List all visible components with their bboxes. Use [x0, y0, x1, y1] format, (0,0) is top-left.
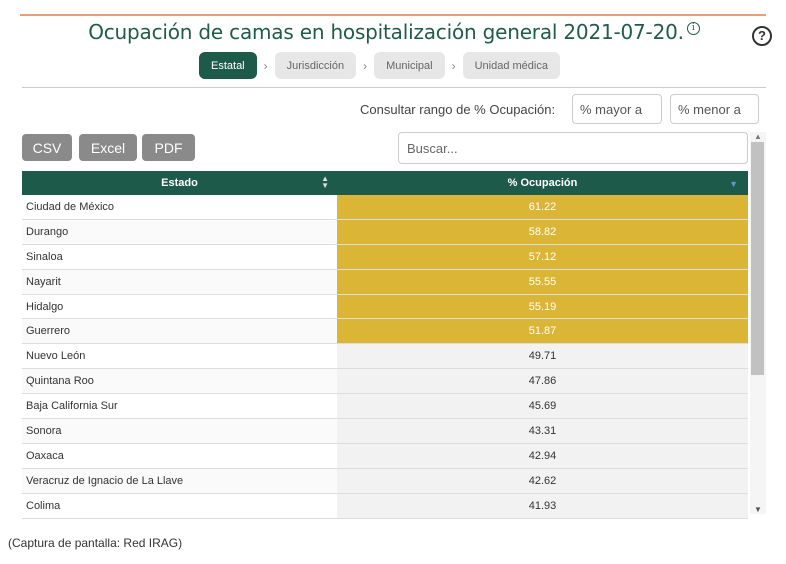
csv-button[interactable]: CSV: [22, 134, 72, 161]
cell-ocupacion: 51.87: [337, 319, 748, 344]
cell-estado: Colima: [22, 493, 337, 518]
chevron-right-icon: ›: [263, 58, 268, 73]
cell-ocupacion: 45.69: [337, 394, 748, 419]
page-title: Ocupación de camas en hospitalización ge…: [88, 20, 684, 44]
scrollbar-thumb[interactable]: [751, 142, 764, 375]
table-row: Ciudad de México 61.22: [22, 195, 748, 220]
cell-ocupacion: 42.62: [337, 468, 748, 493]
cell-estado: Baja California Sur: [22, 394, 337, 419]
chevron-right-icon: ›: [451, 58, 456, 73]
cell-ocupacion: 55.19: [337, 294, 748, 319]
sort-both-icon: ▲ ▼: [321, 174, 329, 190]
cell-estado: Oaxaca: [22, 443, 337, 468]
divider: [22, 87, 766, 88]
cell-ocupacion: 58.82: [337, 219, 748, 244]
excel-button[interactable]: Excel: [79, 134, 137, 161]
table-header: Estado ▲ ▼ % Ocupación ▼: [22, 171, 748, 195]
range-label: Consultar rango de % Ocupación:: [360, 102, 556, 117]
table-row: Oaxaca 42.94: [22, 443, 748, 469]
range-min-input[interactable]: % mayor a: [572, 94, 662, 124]
breadcrumb-estatal[interactable]: Estatal: [199, 52, 257, 79]
breadcrumb: Estatal › Jurisdicción › Municipal › Uni…: [199, 52, 560, 79]
scroll-up-icon[interactable]: ▲: [754, 132, 762, 141]
cell-estado: Sonora: [22, 419, 337, 443]
breadcrumb-jurisdiccion[interactable]: Jurisdicción: [274, 52, 357, 79]
dashboard-frame: Ocupación de camas en hospitalización ge…: [14, 14, 774, 519]
cell-estado: Nayarit: [22, 269, 337, 294]
table-row: Durango 58.82: [22, 219, 748, 245]
title-row: Ocupación de camas en hospitalización ge…: [14, 20, 774, 50]
table-body: Ciudad de México 61.22 Durango 58.82 Sinaloa…: [22, 195, 748, 519]
table-row: Sonora 43.31: [22, 419, 748, 444]
cell-estado: Veracruz de Ignacio de La Llave: [22, 468, 337, 493]
cell-ocupacion: 55.55: [337, 269, 748, 294]
sort-desc-icon: ▼: [729, 179, 738, 189]
cell-ocupacion: 57.12: [337, 244, 748, 269]
cell-estado: Quintana Roo: [22, 369, 337, 394]
table-row: Nayarit 55.55: [22, 269, 748, 295]
cell-estado: Nuevo León: [22, 344, 337, 369]
range-max-input[interactable]: % menor a: [670, 94, 759, 124]
column-header-label: Estado: [161, 177, 198, 189]
table-row: Nuevo León 49.71: [22, 344, 748, 370]
table-row: Veracruz de Ignacio de La Llave 42.62: [22, 468, 748, 494]
column-header-label: % Ocupación: [507, 177, 578, 189]
breadcrumb-municipal[interactable]: Municipal: [374, 52, 445, 79]
breadcrumb-unidad-medica[interactable]: Unidad médica: [462, 52, 560, 79]
table-row: Baja California Sur 45.69: [22, 394, 748, 420]
cell-ocupacion: 42.94: [337, 443, 748, 468]
cell-ocupacion: 49.71: [337, 344, 748, 369]
cell-estado: Guerrero: [22, 319, 337, 344]
cell-estado: Hidalgo: [22, 294, 337, 319]
cell-ocupacion: 47.86: [337, 369, 748, 394]
cell-ocupacion: 43.31: [337, 419, 748, 443]
table-row: Sinaloa 57.12: [22, 244, 748, 270]
caption: (Captura de pantalla: Red IRAG): [8, 536, 183, 550]
table-row: Guerrero 51.87: [22, 319, 748, 345]
cell-ocupacion: 61.22: [337, 195, 748, 219]
cell-ocupacion: 41.93: [337, 493, 748, 518]
help-icon[interactable]: ?: [752, 26, 772, 46]
cell-estado: Durango: [22, 219, 337, 244]
scroll-down-icon[interactable]: ▼: [754, 505, 762, 514]
column-header-ocupacion[interactable]: % Ocupación ▼: [337, 171, 748, 195]
top-rule: [20, 14, 766, 16]
cell-estado: Sinaloa: [22, 244, 337, 269]
cell-estado: Ciudad de México: [22, 195, 337, 219]
chevron-right-icon: ›: [363, 58, 368, 73]
table-row: Hidalgo 55.19: [22, 294, 748, 320]
column-header-estado[interactable]: Estado ▲ ▼: [22, 171, 337, 195]
table-row: Quintana Roo 47.86: [22, 369, 748, 395]
search-input[interactable]: Buscar...: [398, 132, 748, 164]
table-row: Colima 41.93: [22, 493, 748, 519]
info-icon[interactable]: i: [686, 22, 700, 35]
pdf-button[interactable]: PDF: [142, 134, 195, 161]
